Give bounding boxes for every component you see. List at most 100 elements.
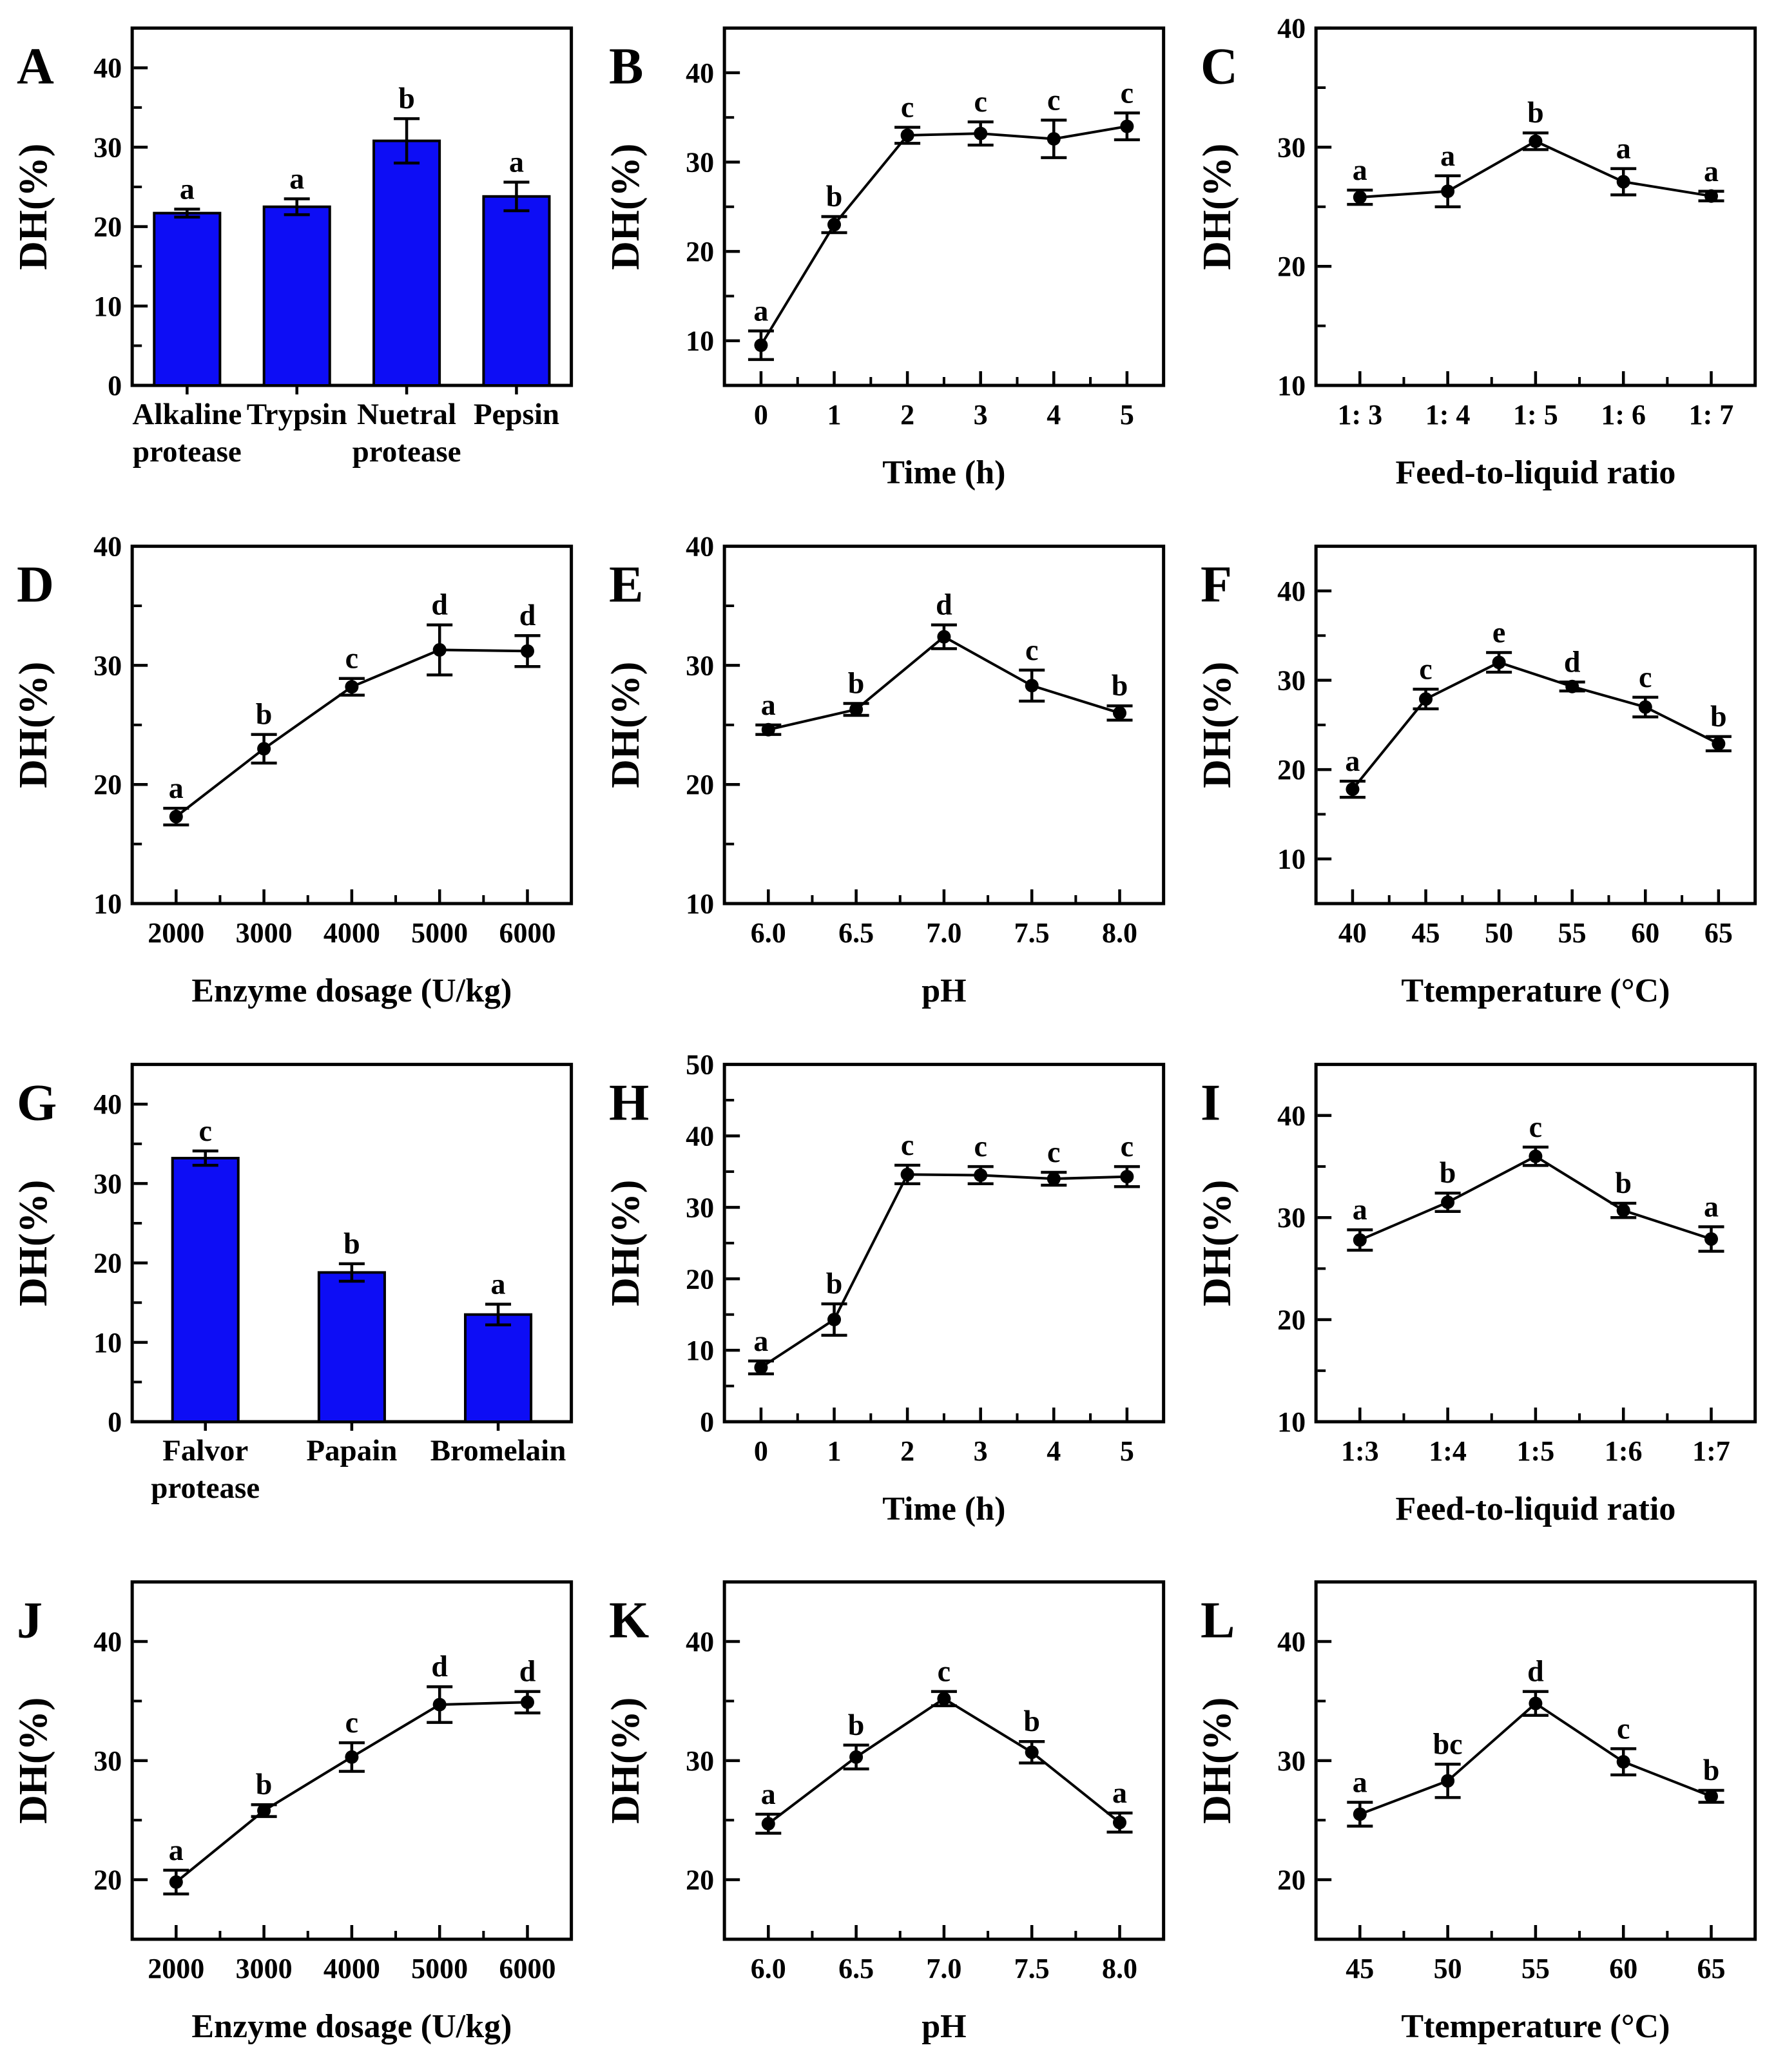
panel-letter: B <box>609 39 643 95</box>
data-line-K <box>767 1697 1121 1825</box>
x-tick-label: 60 <box>1632 917 1660 949</box>
significance-letter: a <box>180 173 195 206</box>
data-point-H-4 <box>1047 1172 1061 1186</box>
data-point-F-3 <box>1565 679 1579 693</box>
significance-letter: a <box>289 162 304 195</box>
data-point-E-0 <box>761 722 775 737</box>
significance-letter: c <box>199 1114 212 1147</box>
plot-frame-C <box>1314 26 1757 387</box>
significance-letter: e <box>1492 615 1505 648</box>
data-point-L-0 <box>1353 1807 1367 1821</box>
x-axis-title: Ttemperature (°C) <box>1402 973 1670 1009</box>
significance-letter: c <box>1420 652 1433 685</box>
significance-letter: c <box>1025 634 1038 666</box>
significance-letter: d <box>431 588 448 621</box>
y-tick-label: 20 <box>93 769 122 800</box>
x-tick-label: 1:4 <box>1429 1435 1467 1467</box>
data-point-C-4 <box>1704 189 1719 203</box>
x-tick-label: 1: 7 <box>1689 399 1734 431</box>
x-tick-label: 60 <box>1610 1953 1638 1984</box>
x-tick-label: 1: 3 <box>1338 399 1383 431</box>
significance-letter: a <box>760 688 775 721</box>
data-point-C-0 <box>1353 190 1367 204</box>
x-tick-label: 7.5 <box>1014 917 1049 949</box>
x-tick-label: 8.0 <box>1102 1953 1137 1984</box>
y-tick-label: 40 <box>686 1120 714 1152</box>
panel-letter: G <box>17 1074 57 1131</box>
significance-letter: c <box>901 1128 914 1161</box>
y-tick-label: 20 <box>1277 251 1306 282</box>
y-tick-label: 10 <box>686 888 714 920</box>
x-tick-label: Falvor <box>162 1434 248 1467</box>
plot-frame-F <box>1314 544 1757 905</box>
significance-letter: a <box>1704 1190 1719 1223</box>
data-line-F <box>1351 661 1720 790</box>
significance-letter: d <box>1564 645 1581 678</box>
significance-letter: c <box>974 1130 987 1163</box>
data-point-B-0 <box>754 338 768 353</box>
x-tick-label: 2000 <box>148 917 204 949</box>
data-point-I-2 <box>1529 1149 1543 1163</box>
data-point-D-3 <box>432 643 447 657</box>
x-axis-title: Enzyme dosage (U/kg) <box>191 973 512 1009</box>
y-tick-label: 30 <box>1277 131 1306 163</box>
y-axis-title: DH(%) <box>604 144 648 270</box>
significance-letter: d <box>519 1655 536 1688</box>
panel-letter: A <box>17 39 54 95</box>
x-tick-label: 4000 <box>323 917 380 949</box>
significance-letter: c <box>1047 83 1060 116</box>
y-tick-label: 20 <box>93 1247 122 1279</box>
panel-J: 20 30 40 2000 3000 4000 5000 6000 a b c d d DH(%) Enzy… <box>0 1554 592 2072</box>
y-axis-title: DH(%) <box>604 661 648 788</box>
bar-A-3 <box>482 195 551 387</box>
data-point-J-2 <box>345 1750 359 1765</box>
significance-letter: a <box>1353 153 1367 186</box>
data-line-H <box>760 1172 1127 1368</box>
x-tick-label: 3 <box>973 399 987 431</box>
data-point-F-2 <box>1492 655 1506 670</box>
significance-letter: a <box>753 294 768 327</box>
y-tick-label: 40 <box>93 52 122 84</box>
panel-H: 0 10 20 30 40 50 0 1 2 3 4 5 a b c c c c DH(%) Time (h) H <box>592 1036 1184 1554</box>
y-tick-label: 40 <box>93 1626 122 1658</box>
plot-frame-L <box>1314 1580 1757 1941</box>
chart-E: 10 20 30 40 6.0 6.5 7.0 7.5 8.0 a b d c b DH(%) pH E <box>604 530 1165 1009</box>
y-tick-label: 30 <box>686 147 714 179</box>
y-tick-label: 10 <box>686 1335 714 1366</box>
x-tick-label: 3 <box>973 1435 987 1467</box>
data-point-I-4 <box>1704 1232 1719 1246</box>
significance-letter: bc <box>1433 1728 1463 1761</box>
y-tick-label: 10 <box>1277 843 1306 875</box>
bar-A-1 <box>262 205 331 387</box>
x-tick-label: 6000 <box>499 1953 555 1984</box>
x-tick-label: 6.5 <box>838 917 874 949</box>
bar-A-2 <box>372 139 441 387</box>
data-point-L-3 <box>1617 1755 1631 1769</box>
x-tick-label: 6.0 <box>750 1953 786 1984</box>
y-tick-label: 0 <box>108 1406 122 1438</box>
y-tick-label: 20 <box>686 236 714 267</box>
bar-G-2 <box>464 1313 533 1423</box>
x-axis-title: Feed-to-liquid ratio <box>1396 454 1676 491</box>
x-tick-label: 4 <box>1047 399 1061 431</box>
bar-G-1 <box>317 1270 386 1423</box>
data-point-D-4 <box>520 644 534 658</box>
y-tick-label: 10 <box>1277 1406 1306 1438</box>
significance-letter: c <box>1047 1136 1060 1168</box>
x-axis-title: Ttemperature (°C) <box>1402 2008 1670 2045</box>
significance-letter: b <box>1440 1156 1456 1189</box>
x-tick-label: 7.0 <box>926 917 961 949</box>
x-tick-label: 7.5 <box>1014 1953 1049 1984</box>
x-tick-label: 65 <box>1697 1953 1726 1984</box>
y-axis-title: DH(%) <box>1195 1698 1239 1824</box>
y-tick-label: 30 <box>1277 1745 1306 1777</box>
x-tick-label: 1:5 <box>1517 1435 1555 1467</box>
x-axis-title: pH <box>922 973 966 1009</box>
x-tick-label: 3000 <box>236 917 293 949</box>
plot-frame-D <box>130 544 574 905</box>
plot-frame-B <box>722 26 1165 387</box>
x-tick-label: 1 <box>827 1435 841 1467</box>
significance-letter: a <box>491 1267 506 1300</box>
x-tick-label: 40 <box>1338 917 1367 949</box>
